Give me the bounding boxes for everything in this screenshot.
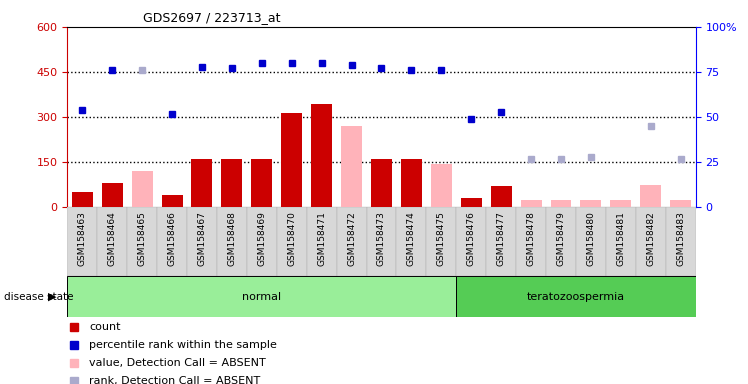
Bar [97, 207, 127, 276]
Bar [311, 104, 332, 207]
Text: normal: normal [242, 291, 281, 302]
Bar [486, 207, 516, 276]
Bar [102, 183, 123, 207]
Bar [606, 207, 636, 276]
Text: percentile rank within the sample: percentile rank within the sample [89, 340, 278, 350]
Bar [251, 159, 272, 207]
Bar [456, 276, 696, 317]
Text: rank, Detection Call = ABSENT: rank, Detection Call = ABSENT [89, 376, 260, 384]
Bar [426, 207, 456, 276]
Bar [371, 159, 392, 207]
Bar [546, 207, 576, 276]
Bar [640, 185, 661, 207]
Text: GSM158480: GSM158480 [586, 211, 595, 266]
Text: GSM158466: GSM158466 [168, 211, 177, 266]
Bar [277, 207, 307, 276]
Text: GSM158477: GSM158477 [497, 211, 506, 266]
Text: GSM158474: GSM158474 [407, 211, 416, 266]
Bar [341, 126, 362, 207]
Text: GSM158470: GSM158470 [287, 211, 296, 266]
Text: GSM158473: GSM158473 [377, 211, 386, 266]
Bar [491, 186, 512, 207]
Text: GDS2697 / 223713_at: GDS2697 / 223713_at [143, 11, 280, 24]
Bar [367, 207, 396, 276]
Bar [67, 207, 97, 276]
Text: GSM158468: GSM158468 [227, 211, 236, 266]
Text: count: count [89, 322, 121, 332]
Text: teratozoospermia: teratozoospermia [527, 291, 625, 302]
Bar [576, 207, 606, 276]
Bar [516, 207, 546, 276]
Text: disease state: disease state [4, 291, 73, 302]
Bar [610, 200, 631, 207]
Text: GSM158483: GSM158483 [676, 211, 685, 266]
Bar [162, 195, 183, 207]
Bar [396, 207, 426, 276]
Bar [187, 207, 217, 276]
Bar [247, 207, 277, 276]
Bar [456, 207, 486, 276]
Text: GSM158476: GSM158476 [467, 211, 476, 266]
Bar [670, 200, 691, 207]
Text: GSM158475: GSM158475 [437, 211, 446, 266]
Text: GSM158471: GSM158471 [317, 211, 326, 266]
Text: GSM158482: GSM158482 [646, 211, 655, 266]
Bar [191, 159, 212, 207]
Bar [551, 200, 571, 207]
Bar [67, 276, 456, 317]
Text: GSM158472: GSM158472 [347, 211, 356, 266]
Bar [580, 200, 601, 207]
Bar [636, 207, 666, 276]
Text: GSM158469: GSM158469 [257, 211, 266, 266]
Bar [337, 207, 367, 276]
Bar [461, 198, 482, 207]
Text: GSM158479: GSM158479 [557, 211, 565, 266]
Text: ▶: ▶ [48, 291, 56, 302]
Bar [401, 159, 422, 207]
Bar [431, 164, 452, 207]
Bar [666, 207, 696, 276]
Text: GSM158481: GSM158481 [616, 211, 625, 266]
Text: GSM158465: GSM158465 [138, 211, 147, 266]
Text: GSM158478: GSM158478 [527, 211, 536, 266]
Bar [281, 113, 302, 207]
Text: GSM158464: GSM158464 [108, 211, 117, 266]
Bar [157, 207, 187, 276]
Bar [307, 207, 337, 276]
Text: GSM158467: GSM158467 [197, 211, 206, 266]
Bar [521, 200, 542, 207]
Text: GSM158463: GSM158463 [78, 211, 87, 266]
Text: value, Detection Call = ABSENT: value, Detection Call = ABSENT [89, 358, 266, 368]
Bar [127, 207, 157, 276]
Bar [132, 171, 153, 207]
Bar [72, 192, 93, 207]
Bar [217, 207, 247, 276]
Bar [221, 159, 242, 207]
